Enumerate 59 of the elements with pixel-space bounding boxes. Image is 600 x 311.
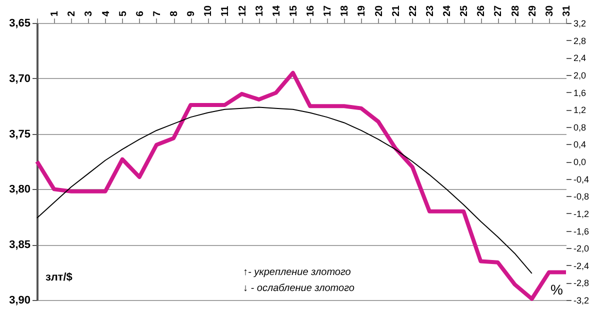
x-tick-label: 28 bbox=[510, 4, 522, 16]
y2-tick-label: -2,4 bbox=[574, 260, 590, 271]
line-series bbox=[35, 70, 568, 301]
y-tick-label: 3,70 bbox=[9, 72, 30, 85]
x-tick-label: 7 bbox=[152, 10, 163, 16]
x-tick-label: 10 bbox=[203, 4, 214, 16]
y2-tick-label: 0,8 bbox=[574, 122, 586, 132]
x-tick-label: 26 bbox=[476, 4, 488, 16]
annotation: ↓ - ослабление злотого bbox=[243, 283, 355, 294]
y-tick-label: 3,90 bbox=[9, 294, 30, 306]
x-tick-label: 30 bbox=[544, 4, 556, 16]
x-tick-label: 12 bbox=[237, 4, 248, 16]
x-tick-label: 8 bbox=[169, 10, 180, 16]
x-tick-label: 21 bbox=[390, 4, 402, 16]
y2-tick-label: -2,0 bbox=[574, 244, 590, 254]
x-tick-label: 23 bbox=[424, 4, 436, 16]
x-tick-label: 17 bbox=[322, 4, 334, 16]
y2-tick-label: -3,2 bbox=[574, 296, 590, 306]
x-tick-label: 16 bbox=[306, 4, 317, 16]
y-tick-label: 3,80 bbox=[9, 184, 30, 196]
x-tick-label: 24 bbox=[442, 4, 454, 16]
y-tick-label: 3,65 bbox=[9, 18, 30, 30]
x-tick-label: 3 bbox=[84, 10, 95, 16]
x-tick-label: 20 bbox=[374, 4, 385, 16]
x-tick-label: 5 bbox=[118, 10, 129, 16]
x-tick-label: 14 bbox=[271, 4, 282, 16]
y2-tick-label: 2,8 bbox=[574, 36, 586, 46]
y2-tick-label: 1,2 bbox=[574, 105, 586, 116]
x-tick-label: 15 bbox=[288, 4, 300, 16]
x-tick-label: 31 bbox=[562, 4, 572, 16]
y2-tick-label: -1,2 bbox=[574, 208, 590, 219]
x-tick-label: 6 bbox=[134, 10, 146, 16]
y2-tick-label: -0,8 bbox=[574, 192, 590, 202]
y2-tick-label: 0,4 bbox=[574, 140, 586, 150]
x-tick-label: 11 bbox=[220, 5, 232, 16]
y-tick-label: 3,85 bbox=[9, 239, 30, 252]
x-tick-label: 13 bbox=[254, 4, 266, 16]
y-tick-label: 3,75 bbox=[9, 128, 30, 140]
y2-tick-label: -1,6 bbox=[574, 226, 590, 236]
y2-tick-label: -2,8 bbox=[574, 278, 590, 288]
y2-tick-label: 1,6 bbox=[574, 88, 586, 98]
x-tick-label: 29 bbox=[527, 4, 538, 16]
x-tick-label: 1 bbox=[50, 10, 61, 16]
y2-axis-title: % bbox=[550, 282, 563, 298]
x-tick-label: 25 bbox=[459, 4, 470, 16]
y2-tick-label: 2,4 bbox=[574, 53, 586, 64]
x-tick-label: 27 bbox=[493, 4, 504, 16]
y-axis-title: злт/$ bbox=[46, 272, 72, 284]
y2-tick-label: 2,0 bbox=[574, 70, 586, 80]
x-tick-label: 18 bbox=[340, 4, 351, 16]
x-tick-label: 9 bbox=[186, 10, 198, 16]
x-tick-label: 22 bbox=[408, 4, 419, 16]
x-tick-label: 19 bbox=[356, 4, 368, 16]
annotation: ↑- укрепление злотого bbox=[243, 267, 352, 278]
x-tick-label: 2 bbox=[66, 10, 78, 16]
y2-tick-label: 3,2 bbox=[574, 18, 586, 28]
y2-tick-label: 0,0 bbox=[574, 157, 586, 167]
y2-tick-label: -0,4 bbox=[574, 174, 590, 184]
x-tick-label: 4 bbox=[100, 10, 112, 16]
